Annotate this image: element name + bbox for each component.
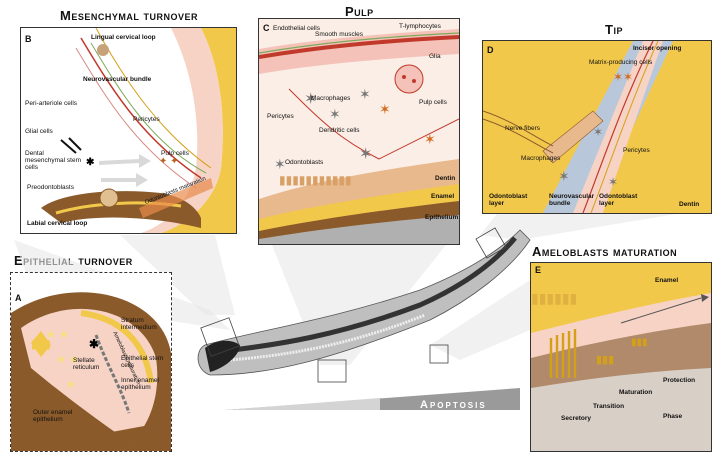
label-epithelial-stem-cells: Epithelial stem cells bbox=[121, 355, 164, 369]
svg-text:✶✶: ✶✶ bbox=[613, 70, 633, 84]
label-nerve-fibers: Nerve fibers bbox=[505, 125, 541, 132]
label-transition: Transition bbox=[593, 403, 625, 410]
label-enamel-c: Enamel bbox=[431, 193, 455, 200]
svg-text:★ ★: ★ ★ bbox=[56, 354, 79, 366]
panel-a-epithelial: ▮▮▮ ★ ★ ★ ★ ★ ✱ A Stratum intermedium Am… bbox=[10, 272, 172, 452]
svg-text:✶: ✶ bbox=[608, 175, 618, 189]
svg-text:▮▮▮: ▮▮▮ bbox=[31, 337, 51, 351]
label-neurovascular-bundle: Neurovascular bundle bbox=[83, 76, 152, 83]
svg-text:▮▮▮▮▮▮: ▮▮▮▮▮▮ bbox=[531, 290, 577, 306]
svg-text:✶: ✶ bbox=[593, 125, 603, 139]
svg-text:✱: ✱ bbox=[89, 337, 99, 351]
label-labial-cervical-loop: Labial cervical loop bbox=[27, 220, 88, 227]
panel-c-pulp: ▮▮▮▮▮▮▮▮▮▮▮ ✶ ✶ ✶ ✶ ✶ ✶ ✶ C Endothelial … bbox=[258, 18, 460, 245]
label-dental-mesenchymal-stem-cells: Dental mesenchymal stem cells bbox=[25, 150, 81, 171]
label-outer-enamel-epithelium: Outer enamel epithelium bbox=[33, 409, 73, 423]
panel-b-mesenchymal: ✱ ✦ ✦ B Lingual cervical loop Neurovascu… bbox=[20, 27, 237, 234]
panel-c-letter: C bbox=[263, 23, 270, 33]
svg-text:✶: ✶ bbox=[558, 168, 570, 184]
svg-text:▮▮▮: ▮▮▮ bbox=[596, 354, 614, 366]
label-pericytes-d: Pericytes bbox=[623, 147, 650, 154]
label-glia: Glia bbox=[429, 53, 441, 60]
label-pulp-cells: Pulp cells bbox=[161, 150, 189, 157]
panel-e-letter: E bbox=[535, 265, 542, 275]
svg-text:▮▮▮: ▮▮▮ bbox=[631, 337, 648, 348]
label-odontoblast-layer-left: Odontoblast layer bbox=[489, 193, 528, 207]
label-maturation: Maturation bbox=[619, 389, 653, 396]
label-pulp-cells-c: Pulp cells bbox=[419, 99, 447, 106]
svg-text:✶: ✶ bbox=[274, 156, 286, 172]
svg-text:★ ★: ★ ★ bbox=[46, 329, 69, 341]
tip-title: Tip bbox=[605, 22, 623, 37]
mesenchymal-title: Mesenchymal turnover bbox=[60, 8, 198, 23]
svg-text:✱: ✱ bbox=[86, 157, 95, 168]
pulp-title: Pulp bbox=[345, 4, 374, 19]
label-stellate-reticulum: Stellate reticulum bbox=[73, 357, 100, 371]
apoptosis-label: Apoptosis bbox=[420, 399, 487, 411]
label-peri-arteriole-cells: Peri-arteriole cells bbox=[25, 100, 78, 107]
label-pericytes-c: Pericytes bbox=[267, 113, 294, 120]
label-incisor-opening: Incisor opening bbox=[633, 45, 682, 52]
label-preodontoblasts: Preodontoblasts bbox=[27, 184, 74, 191]
label-neurovascular-bundle-d: Neurovascular bundle bbox=[549, 193, 595, 207]
label-enamel-e: Enamel bbox=[655, 277, 679, 284]
svg-text:✶: ✶ bbox=[359, 146, 372, 163]
svg-text:✶: ✶ bbox=[359, 86, 371, 102]
label-odontoblasts: Odontoblasts bbox=[285, 159, 324, 166]
label-epithelium-c: Epithelium bbox=[425, 214, 459, 221]
label-stratum-intermedium: Stratum intermedium bbox=[121, 317, 157, 331]
label-lingual-cervical-loop: Lingual cervical loop bbox=[91, 34, 156, 41]
panel-b-letter: B bbox=[25, 34, 32, 44]
label-glial-cells: Glial cells bbox=[25, 128, 53, 135]
panel-d-letter: D bbox=[487, 45, 494, 55]
svg-text:✦ ✦: ✦ ✦ bbox=[159, 156, 179, 167]
label-dentin-c: Dentin bbox=[435, 175, 456, 182]
label-inner-enamel-epithelium: Inner enamel epithelium bbox=[121, 377, 159, 391]
label-secretory: Secretory bbox=[561, 415, 591, 422]
svg-text:★: ★ bbox=[66, 379, 76, 391]
panel-e-ameloblasts: ▮▮▮▮▮▮ ▮▮▮ ▮▮▮ E Enamel Protection Matur… bbox=[530, 262, 712, 452]
svg-text:▮▮▮▮▮▮▮▮▮▮▮: ▮▮▮▮▮▮▮▮▮▮▮ bbox=[279, 173, 352, 187]
label-dentin-d: Dentin bbox=[679, 201, 700, 208]
svg-text:✶: ✶ bbox=[329, 106, 341, 122]
label-pericytes: Pericytes bbox=[133, 116, 160, 123]
label-odontoblast-layer-right: Odontoblast layer bbox=[599, 193, 638, 207]
ameloblasts-title: Ameloblasts maturation bbox=[532, 244, 678, 259]
label-t-lymphocytes: T-lymphocytes bbox=[399, 23, 441, 30]
label-endothelial-cells: Endothelial cells bbox=[273, 25, 320, 32]
svg-text:✶: ✶ bbox=[304, 91, 317, 108]
label-protection: Protection bbox=[663, 377, 696, 384]
label-phase: Phase bbox=[663, 413, 683, 420]
panel-a-letter: A bbox=[15, 293, 22, 303]
svg-text:✶: ✶ bbox=[379, 101, 391, 117]
label-matrix-producing-cells: Matrix-producing cells bbox=[589, 59, 653, 66]
label-dendritic-cells: Dendritic cells bbox=[319, 127, 360, 134]
label-smooth-muscles: Smooth muscles bbox=[315, 31, 364, 38]
svg-text:✶: ✶ bbox=[424, 131, 436, 147]
label-macrophages-d: Macrophages bbox=[521, 155, 561, 162]
panel-d-tip: ✶✶ ✶ ✶ ✶ D Incisor opening Matrix-produc… bbox=[482, 40, 712, 214]
label-macrophages: Macrophages bbox=[311, 95, 351, 102]
